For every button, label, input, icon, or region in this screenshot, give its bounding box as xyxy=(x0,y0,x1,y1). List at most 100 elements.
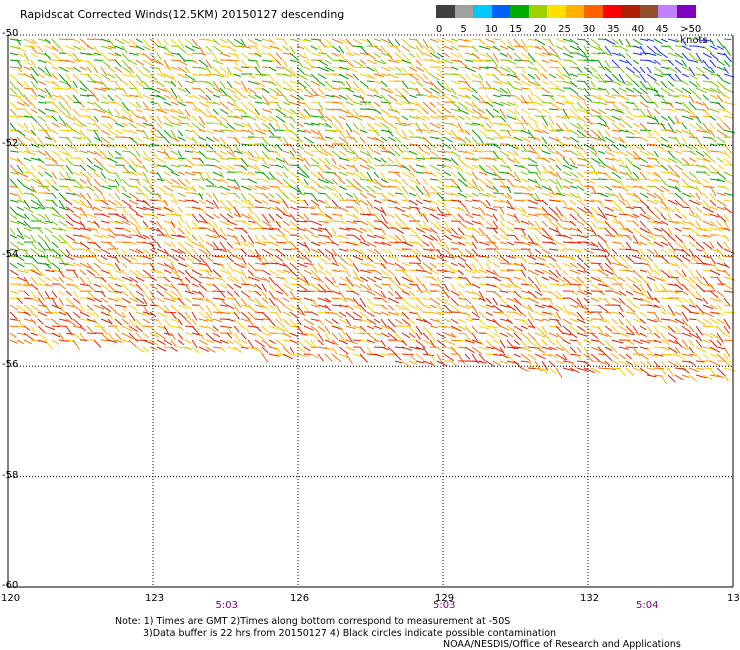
wind-vector xyxy=(366,136,379,141)
wind-vector xyxy=(37,248,46,254)
wind-vector xyxy=(639,101,649,109)
wind-vector xyxy=(688,325,695,333)
wind-vector xyxy=(583,108,592,116)
wind-vector xyxy=(632,213,640,218)
wind-vector xyxy=(646,157,658,160)
wind-vector xyxy=(436,80,445,89)
wind-vector xyxy=(499,311,510,318)
wind-vector xyxy=(450,283,457,292)
wind-vector xyxy=(177,220,183,229)
wind-vector xyxy=(30,297,40,303)
wind-vector xyxy=(100,304,112,313)
wind-vector xyxy=(121,297,131,304)
wind-vector xyxy=(520,185,532,192)
wind-vector xyxy=(457,262,466,269)
wind-vector xyxy=(9,122,17,132)
wind-vector xyxy=(100,164,109,173)
wind-vector xyxy=(688,185,698,190)
wind-vector xyxy=(401,94,410,104)
wind-vector xyxy=(191,101,198,110)
wind-vector xyxy=(331,248,338,256)
wind-vector xyxy=(331,185,339,194)
wind-vector xyxy=(450,164,460,170)
wind-vector xyxy=(44,325,56,331)
wind-vector xyxy=(394,38,401,46)
wind-vector xyxy=(429,73,440,81)
wind-vector xyxy=(492,143,501,150)
wind-vector xyxy=(107,143,116,148)
wind-vector xyxy=(660,143,673,149)
wind-vector xyxy=(373,136,385,144)
wind-vector xyxy=(625,304,636,313)
wind-vector xyxy=(240,332,247,340)
wind-vector xyxy=(520,108,531,115)
wind-vector xyxy=(415,227,425,234)
wind-vector xyxy=(44,206,55,210)
wind-vector xyxy=(240,234,247,243)
wind-vector xyxy=(457,122,465,134)
wind-vector xyxy=(212,339,222,344)
wind-vector xyxy=(436,339,446,348)
wind-vector xyxy=(534,290,543,296)
wind-vector xyxy=(464,108,476,114)
wind-vector xyxy=(520,45,529,53)
wind-vector xyxy=(23,171,33,175)
wind-vector xyxy=(114,73,123,82)
wind-vector xyxy=(191,269,203,276)
wind-vector xyxy=(681,59,687,68)
wind-vector xyxy=(625,66,635,74)
legend-swatch xyxy=(639,5,659,18)
wind-vector xyxy=(387,171,400,173)
wind-vector xyxy=(142,332,150,339)
wind-vector xyxy=(366,101,375,109)
wind-vector xyxy=(149,164,159,168)
wind-vector xyxy=(373,332,382,336)
wind-vector xyxy=(93,241,102,249)
wind-vector xyxy=(534,311,546,317)
wind-vector xyxy=(331,346,338,355)
wind-vector xyxy=(380,108,390,116)
wind-vector xyxy=(114,122,125,128)
wind-vector xyxy=(562,171,572,177)
wind-vector xyxy=(135,171,144,176)
wind-vector xyxy=(317,213,330,218)
wind-vector xyxy=(233,346,242,354)
wind-vector xyxy=(184,94,194,98)
wind-vector xyxy=(212,164,223,170)
wind-vector xyxy=(597,94,607,102)
wind-vector xyxy=(499,339,506,349)
wind-vector xyxy=(247,283,257,288)
wind-vector xyxy=(37,52,47,56)
wind-vector xyxy=(380,38,391,44)
wind-vector xyxy=(506,143,518,150)
wind-vector xyxy=(156,192,162,200)
wind-vector xyxy=(625,332,635,336)
wind-vector xyxy=(604,87,610,95)
wind-vector xyxy=(583,206,593,215)
wind-vector xyxy=(142,115,148,123)
wind-vector xyxy=(247,339,255,349)
wind-vector xyxy=(555,304,564,311)
wind-vector xyxy=(121,255,132,263)
wind-vector xyxy=(310,199,320,207)
wind-vector xyxy=(37,297,45,307)
wind-vector xyxy=(352,150,359,158)
wind-vector xyxy=(72,185,84,189)
wind-vector xyxy=(485,304,494,308)
wind-vector xyxy=(275,108,286,116)
wind-vector xyxy=(583,178,595,184)
wind-vector xyxy=(422,150,431,155)
wind-vector xyxy=(191,73,201,77)
wind-vector xyxy=(534,185,543,189)
wind-vector xyxy=(149,290,156,300)
wind-vector xyxy=(219,304,228,307)
wind-vector xyxy=(142,73,152,79)
wind-vector xyxy=(562,178,574,184)
wind-vector xyxy=(170,290,179,297)
wind-vector xyxy=(79,325,86,332)
wind-vector xyxy=(471,45,479,52)
wind-vector xyxy=(58,248,67,257)
wind-vector xyxy=(282,304,293,312)
wind-vector xyxy=(457,59,468,68)
wind-vector xyxy=(667,73,675,81)
